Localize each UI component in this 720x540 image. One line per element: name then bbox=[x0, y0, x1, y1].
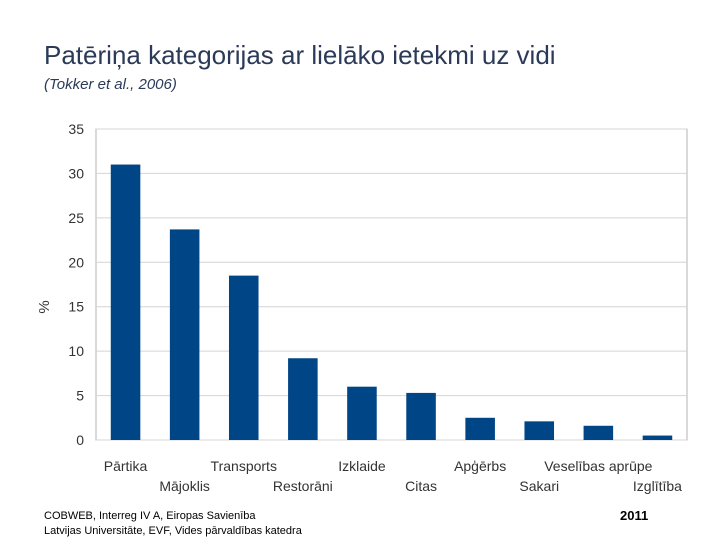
footer-line-1: COBWEB, Interreg IV A, Eiropas Savienība bbox=[44, 510, 256, 522]
x-tick-label: Veselības aprūpe bbox=[544, 458, 652, 474]
y-tick-label: 35 bbox=[68, 121, 84, 137]
bar bbox=[169, 229, 200, 440]
y-axis-label: % bbox=[36, 300, 53, 313]
footer-credits: COBWEB, Interreg IV A, Eiropas Savienība… bbox=[44, 509, 302, 539]
bar bbox=[465, 417, 495, 440]
y-tick-label: 30 bbox=[68, 165, 84, 181]
bar bbox=[288, 358, 318, 440]
page-subtitle: (Tokker et al., 2006) bbox=[44, 76, 177, 93]
y-tick-label: 0 bbox=[76, 432, 84, 448]
y-tick-label: 5 bbox=[76, 388, 84, 404]
bar bbox=[228, 275, 259, 440]
x-tick-label: Sakari bbox=[519, 478, 559, 494]
y-tick-label: 25 bbox=[68, 210, 84, 226]
x-tick-label: Pārtika bbox=[104, 458, 148, 474]
bars bbox=[110, 164, 673, 441]
bar bbox=[583, 425, 614, 440]
bar bbox=[406, 392, 436, 440]
bar bbox=[642, 435, 673, 440]
y-tick-labels: 0 5 10 15 20 25 30 35 bbox=[68, 121, 84, 448]
x-tick-label: Izklaide bbox=[338, 458, 386, 474]
page-title: Patēriņa kategorijas ar lielāko ietekmi … bbox=[44, 40, 556, 70]
bar bbox=[347, 386, 377, 440]
y-tick-label: 10 bbox=[68, 343, 84, 359]
footer-line-2: Latvijas Universitāte, EVF, Vides pārval… bbox=[44, 525, 302, 537]
y-tick-label: 15 bbox=[68, 299, 84, 315]
y-tick-label: 20 bbox=[68, 254, 84, 270]
x-tick-label: Transports bbox=[211, 458, 277, 474]
bar bbox=[524, 421, 555, 440]
x-tick-label: Izglītība bbox=[633, 478, 682, 494]
footer-year: 2011 bbox=[620, 508, 649, 523]
x-tick-label: Restorāni bbox=[273, 478, 333, 494]
x-tick-label: Mājoklis bbox=[159, 478, 210, 494]
bar bbox=[110, 164, 141, 441]
x-tick-label: Apģērbs bbox=[454, 458, 506, 474]
bar-chart: 0 5 10 15 20 25 30 35 Pārtika MājoklisTransports… bbox=[36, 121, 688, 494]
x-tick-label: Citas bbox=[405, 478, 437, 494]
